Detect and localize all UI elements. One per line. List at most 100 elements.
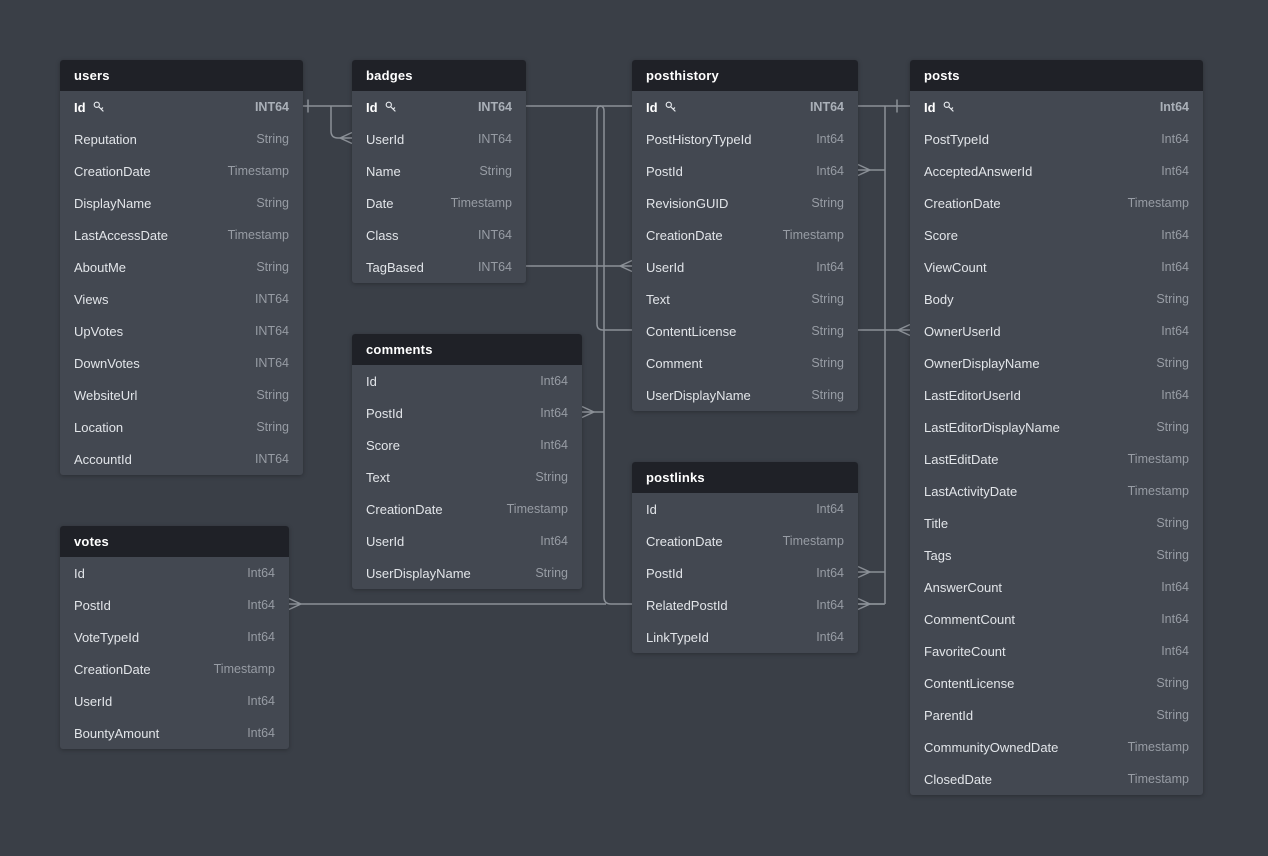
column-row-badges-tagbased[interactable]: TagBased INT64 <box>352 251 526 283</box>
column-row-posthistory-comment[interactable]: Comment String <box>632 347 858 379</box>
column-row-posts-id[interactable]: Id Int64 <box>910 91 1203 123</box>
column-row-posthistory-contentlicense[interactable]: ContentLicense String <box>632 315 858 347</box>
table-votes[interactable]: votes Id Int64 PostId Int64 VoteTypeId Int64 Cr… <box>60 526 289 749</box>
table-badges[interactable]: badges Id INT64 UserId INT64 Name String Date Ti… <box>352 60 526 283</box>
column-row-posts-answercount[interactable]: AnswerCount Int64 <box>910 571 1203 603</box>
column-row-posts-lasteditordisplayname[interactable]: LastEditorDisplayName String <box>910 411 1203 443</box>
column-row-users-accountid[interactable]: AccountId INT64 <box>60 443 303 475</box>
column-name-text: UserId <box>646 259 685 275</box>
column-row-posts-communityowneddate[interactable]: CommunityOwnedDate Timestamp <box>910 731 1203 763</box>
column-row-posts-score[interactable]: Score Int64 <box>910 219 1203 251</box>
column-name: RelatedPostId <box>646 598 728 613</box>
relation-posts-id-trunk[interactable] <box>858 99 910 605</box>
column-row-users-websiteurl[interactable]: WebsiteUrl String <box>60 379 303 411</box>
column-row-votes-votetypeid[interactable]: VoteTypeId Int64 <box>60 621 289 653</box>
relation-users-id-badges-userid[interactable] <box>330 106 353 145</box>
column-row-posts-lastactivitydate[interactable]: LastActivityDate Timestamp <box>910 475 1203 507</box>
column-row-users-aboutme[interactable]: AboutMe String <box>60 251 303 283</box>
column-row-badges-userid[interactable]: UserId INT64 <box>352 123 526 155</box>
column-row-postlinks-relatedpostid[interactable]: RelatedPostId Int64 <box>632 589 858 621</box>
column-row-posthistory-posthistorytypeid[interactable]: PostHistoryTypeId Int64 <box>632 123 858 155</box>
column-type: Int64 <box>1161 132 1189 146</box>
table-header-votes[interactable]: votes <box>60 526 289 557</box>
table-header-comments[interactable]: comments <box>352 334 582 365</box>
column-name-text: Id <box>366 373 377 389</box>
column-row-posthistory-userid[interactable]: UserId Int64 <box>632 251 858 283</box>
column-row-users-views[interactable]: Views INT64 <box>60 283 303 315</box>
table-header-badges[interactable]: badges <box>352 60 526 91</box>
column-row-posts-lasteditoruserid[interactable]: LastEditorUserId Int64 <box>910 379 1203 411</box>
column-row-posts-parentid[interactable]: ParentId String <box>910 699 1203 731</box>
column-row-comments-userdisplayname[interactable]: UserDisplayName String <box>352 557 582 589</box>
column-row-posts-body[interactable]: Body String <box>910 283 1203 315</box>
column-row-votes-id[interactable]: Id Int64 <box>60 557 289 589</box>
column-row-posts-tags[interactable]: Tags String <box>910 539 1203 571</box>
column-row-comments-postid[interactable]: PostId Int64 <box>352 397 582 429</box>
column-row-votes-creationdate[interactable]: CreationDate Timestamp <box>60 653 289 685</box>
table-postlinks[interactable]: postlinks Id Int64 CreationDate Timestamp Pos… <box>632 462 858 653</box>
column-row-posthistory-id[interactable]: Id INT64 <box>632 91 858 123</box>
column-row-postlinks-id[interactable]: Id Int64 <box>632 493 858 525</box>
column-row-users-displayname[interactable]: DisplayName String <box>60 187 303 219</box>
column-row-posthistory-text[interactable]: Text String <box>632 283 858 315</box>
column-row-postlinks-linktypeid[interactable]: LinkTypeId Int64 <box>632 621 858 653</box>
relation-postlinks-relatedpostid-posts-id[interactable] <box>857 597 885 611</box>
column-row-users-lastaccessdate[interactable]: LastAccessDate Timestamp <box>60 219 303 251</box>
column-row-posthistory-creationdate[interactable]: CreationDate Timestamp <box>632 219 858 251</box>
column-row-users-id[interactable]: Id INT64 <box>60 91 303 123</box>
column-row-posts-acceptedanswerid[interactable]: AcceptedAnswerId Int64 <box>910 155 1203 187</box>
column-row-badges-date[interactable]: Date Timestamp <box>352 187 526 219</box>
relation-comments-votes-trunk[interactable] <box>599 105 884 605</box>
column-row-posthistory-postid[interactable]: PostId Int64 <box>632 155 858 187</box>
column-row-posts-owneruserid[interactable]: OwnerUserId Int64 <box>910 315 1203 347</box>
column-name-text: Views <box>74 291 109 307</box>
column-row-posts-viewcount[interactable]: ViewCount Int64 <box>910 251 1203 283</box>
column-row-users-downvotes[interactable]: DownVotes INT64 <box>60 347 303 379</box>
column-row-users-location[interactable]: Location String <box>60 411 303 443</box>
column-row-votes-postid[interactable]: PostId Int64 <box>60 589 289 621</box>
table-header-posthistory[interactable]: posthistory <box>632 60 858 91</box>
column-row-posts-posttypeid[interactable]: PostTypeId Int64 <box>910 123 1203 155</box>
column-row-postlinks-creationdate[interactable]: CreationDate Timestamp <box>632 525 858 557</box>
column-row-badges-class[interactable]: Class INT64 <box>352 219 526 251</box>
relation-comments-postid-posts-id[interactable] <box>581 405 604 419</box>
column-row-users-creationdate[interactable]: CreationDate Timestamp <box>60 155 303 187</box>
relation-votes-postid-posts-id[interactable] <box>288 597 606 611</box>
table-users[interactable]: users Id INT64 Reputation String CreationDate… <box>60 60 303 475</box>
table-posthistory[interactable]: posthistory Id INT64 PostHistoryTypeId Int64… <box>632 60 858 411</box>
column-row-posts-favoritecount[interactable]: FavoriteCount Int64 <box>910 635 1203 667</box>
column-row-comments-text[interactable]: Text String <box>352 461 582 493</box>
column-type: Int64 <box>247 630 275 644</box>
table-header-users[interactable]: users <box>60 60 303 91</box>
column-row-users-upvotes[interactable]: UpVotes INT64 <box>60 315 303 347</box>
table-header-posts[interactable]: posts <box>910 60 1203 91</box>
column-row-posts-title[interactable]: Title String <box>910 507 1203 539</box>
column-row-comments-id[interactable]: Id Int64 <box>352 365 582 397</box>
column-name: ParentId <box>924 708 973 723</box>
column-row-votes-bountyamount[interactable]: BountyAmount Int64 <box>60 717 289 749</box>
column-name-text: UserDisplayName <box>646 387 751 403</box>
column-row-posts-lasteditdate[interactable]: LastEditDate Timestamp <box>910 443 1203 475</box>
column-row-votes-userid[interactable]: UserId Int64 <box>60 685 289 717</box>
column-row-posts-ownerdisplayname[interactable]: OwnerDisplayName String <box>910 347 1203 379</box>
relation-users-id-posts-owneruserid[interactable] <box>596 105 911 337</box>
table-comments[interactable]: comments Id Int64 PostId Int64 Score Int64 Text… <box>352 334 582 589</box>
column-row-postlinks-postid[interactable]: PostId Int64 <box>632 557 858 589</box>
column-row-posthistory-revisionguid[interactable]: RevisionGUID String <box>632 187 858 219</box>
relation-postlinks-postid-posts-id[interactable] <box>857 565 885 579</box>
column-row-posts-creationdate[interactable]: CreationDate Timestamp <box>910 187 1203 219</box>
column-row-posts-contentlicense[interactable]: ContentLicense String <box>910 667 1203 699</box>
column-row-posts-closeddate[interactable]: ClosedDate Timestamp <box>910 763 1203 795</box>
table-header-postlinks[interactable]: postlinks <box>632 462 858 493</box>
relation-posthistory-postid-posts-id[interactable] <box>857 163 885 177</box>
column-row-posthistory-userdisplayname[interactable]: UserDisplayName String <box>632 379 858 411</box>
column-row-badges-name[interactable]: Name String <box>352 155 526 187</box>
column-row-comments-userid[interactable]: UserId Int64 <box>352 525 582 557</box>
column-row-comments-score[interactable]: Score Int64 <box>352 429 582 461</box>
table-posts[interactable]: posts Id Int64 PostTypeId Int64 AcceptedAnswe… <box>910 60 1203 795</box>
column-row-badges-id[interactable]: Id INT64 <box>352 91 526 123</box>
column-row-comments-creationdate[interactable]: CreationDate Timestamp <box>352 493 582 525</box>
column-row-posts-commentcount[interactable]: CommentCount Int64 <box>910 603 1203 635</box>
relation-users-id-posthistory-userid[interactable] <box>526 259 633 273</box>
column-row-users-reputation[interactable]: Reputation String <box>60 123 303 155</box>
